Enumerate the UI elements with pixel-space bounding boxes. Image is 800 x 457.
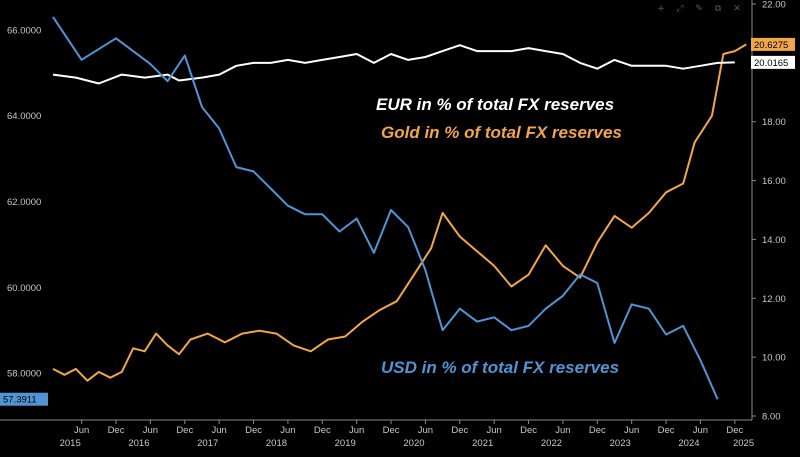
x-axis-month-label: Dec — [726, 425, 743, 436]
right-axis-tick-label: 12.00 — [762, 294, 786, 305]
x-axis-month-label: Jun — [349, 425, 364, 436]
series-label-gold: Gold in % of total FX reserves — [381, 123, 622, 142]
chart-toolbar: + ⤢ ✎ ⧉ ✕ — [657, 4, 741, 14]
last-value-tag — [751, 55, 795, 69]
last-value-tag — [0, 392, 48, 406]
right-axis-tick-label: 10.00 — [762, 353, 786, 364]
x-axis-year-label: 2022 — [541, 438, 562, 449]
last-value-tag-text: 57.3911 — [3, 395, 37, 406]
x-axis-year-label: 2023 — [610, 438, 631, 449]
x-axis-month-label: Jun — [693, 425, 708, 436]
edit-icon[interactable]: ✎ — [695, 4, 703, 14]
x-axis-month-label: Jun — [418, 425, 433, 436]
x-axis-month-label: Dec — [520, 425, 537, 436]
x-axis-month-label: Dec — [451, 425, 468, 436]
x-axis-month-label: Dec — [108, 425, 125, 436]
close-icon[interactable]: ✕ — [733, 4, 741, 14]
last-value-tag-text: 20.0165 — [754, 58, 788, 69]
left-axis-tick-label: 62.0000 — [7, 197, 41, 208]
x-axis-month-label: Dec — [176, 425, 193, 436]
x-axis-month-label: Jun — [74, 425, 89, 436]
value-tags-layer: 20.6275 20.0165 57.3911 — [0, 37, 795, 406]
series-label-usd: USD in % of total FX reserves — [381, 358, 619, 377]
x-axis-year-label: 2015 — [60, 438, 81, 449]
clone-icon[interactable]: ⧉ — [715, 4, 722, 14]
x-axis-month-label: Jun — [624, 425, 639, 436]
series-labels-layer: EUR in % of total FX reserves Gold in % o… — [376, 95, 622, 377]
x-axis-month-label: Jun — [280, 425, 295, 436]
series-line-usd — [52, 16, 719, 400]
zoom-icon[interactable]: ⤢ — [675, 4, 683, 14]
last-value-tag-text: 20.6275 — [754, 40, 788, 51]
right-axis-tick-label: 22.00 — [762, 0, 786, 11]
x-axis-year-label: 2017 — [197, 438, 218, 449]
series-layer — [52, 16, 747, 400]
left-axis-tick-label: 58.0000 — [7, 369, 41, 380]
x-axis-year-label: 2025 — [733, 438, 754, 449]
x-axis-month-label: Dec — [383, 425, 400, 436]
x-axis-month-label: Dec — [589, 425, 606, 436]
last-value-tag — [751, 37, 795, 51]
x-axis-year-label: 2020 — [403, 438, 424, 449]
series-line-eur — [52, 44, 735, 85]
axes-layer: 66.0000 64.0000 62.0000 60.0000 58.0000 22.00… — [0, 0, 786, 449]
x-axis-month-label: Dec — [658, 425, 675, 436]
x-axis-year-label: 2018 — [266, 438, 287, 449]
x-axis-year-label: 2024 — [678, 438, 699, 449]
crosshair-icon[interactable]: + — [657, 4, 665, 14]
x-axis-year-label: 2021 — [472, 438, 493, 449]
x-axis-month-label: Jun — [211, 425, 226, 436]
left-axis-tick-label: 64.0000 — [7, 111, 41, 122]
x-axis-year-label: 2016 — [128, 438, 149, 449]
x-axis-month-label: Jun — [555, 425, 570, 436]
right-axis-tick-label: 16.00 — [762, 176, 786, 187]
x-axis-month-label: Dec — [245, 425, 262, 436]
right-axis-tick-label: 8.00 — [762, 412, 781, 423]
x-axis-month-label: Jun — [487, 425, 502, 436]
series-label-eur: EUR in % of total FX reserves — [376, 95, 614, 114]
right-axis-tick-label: 18.00 — [762, 117, 786, 128]
right-axis-tick-label: 14.00 — [762, 235, 786, 246]
x-axis-month-label: Jun — [143, 425, 158, 436]
left-axis-tick-label: 60.0000 — [7, 283, 41, 294]
left-axis-tick-label: 66.0000 — [7, 25, 41, 36]
series-line-gold — [52, 43, 747, 382]
x-axis-year-label: 2019 — [335, 438, 356, 449]
x-axis-month-label: Dec — [314, 425, 331, 436]
